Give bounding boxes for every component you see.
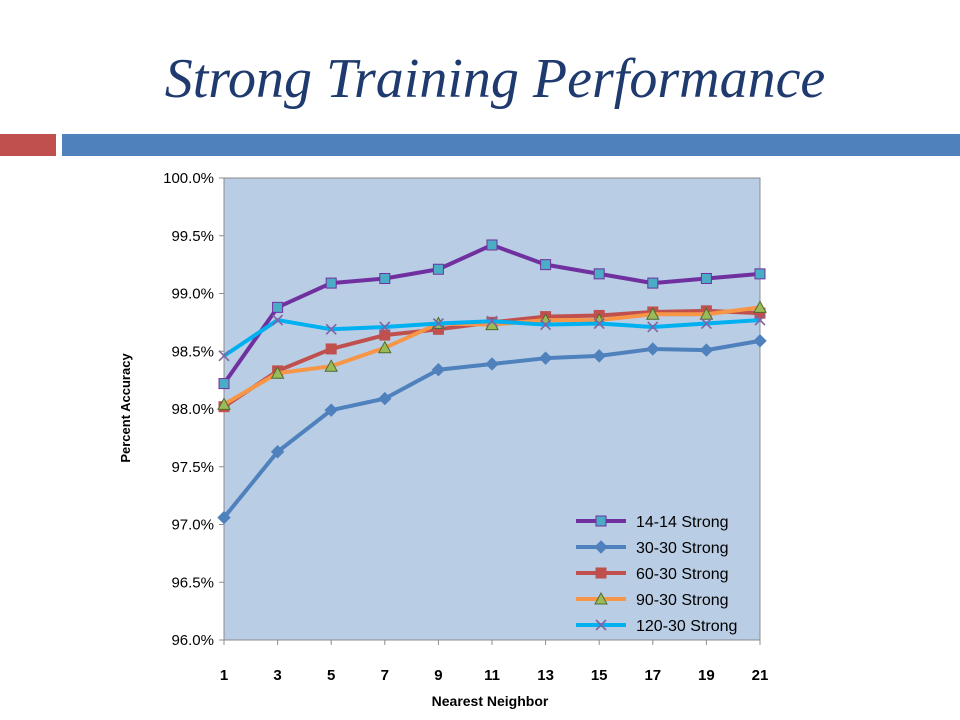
legend-label: 90-30 Strong: [636, 592, 729, 609]
y-tick-label: 100.0%: [163, 170, 214, 187]
x-tick-label: 17: [644, 667, 661, 684]
x-tick-label: 13: [537, 667, 554, 684]
data-point: [217, 510, 231, 525]
title-accent-bar-red: [0, 134, 56, 156]
data-point: [217, 397, 231, 410]
y-tick-label: 98.0%: [171, 401, 214, 418]
data-point: [646, 342, 660, 356]
y-tick-label: 96.5%: [171, 574, 214, 591]
x-tick-label: 3: [273, 667, 281, 684]
data-point: [270, 366, 285, 379]
data-point: [324, 359, 339, 372]
x-tick-label: 7: [381, 667, 389, 684]
x-tick-label: 19: [698, 667, 715, 684]
data-point: [431, 363, 446, 377]
x-tick-label: 9: [434, 667, 442, 684]
data-point: [272, 301, 284, 313]
data-point: [647, 321, 659, 333]
x-tick-label: 5: [327, 667, 335, 684]
data-point: [325, 277, 337, 289]
data-point: [754, 268, 766, 280]
data-point: [754, 314, 766, 326]
data-point: [325, 323, 337, 335]
x-tick-label: 21: [752, 667, 769, 684]
data-point: [270, 445, 285, 459]
legend-label: 120-30 Strong: [636, 618, 737, 635]
data-point: [379, 329, 391, 341]
x-tick-label: 11: [484, 667, 500, 684]
y-tick-label: 97.5%: [171, 459, 214, 476]
data-point: [272, 314, 284, 326]
legend-label: 14-14 Strong: [636, 514, 729, 531]
data-point: [432, 263, 444, 275]
data-point: [486, 239, 498, 251]
plot-area: [223, 177, 761, 641]
data-point: [325, 343, 337, 355]
x-tick-label: 15: [591, 667, 608, 684]
data-point: [593, 268, 605, 280]
x-tick-label: 1: [220, 667, 228, 684]
data-point: [379, 272, 391, 284]
data-point: [486, 315, 498, 327]
data-point: [218, 350, 230, 362]
y-tick-label: 97.0%: [171, 517, 214, 534]
x-axis-label: Nearest Neighbor: [432, 693, 549, 709]
y-axis-label: Percent Accuracy: [118, 353, 133, 463]
legend-label: 30-30 Strong: [636, 540, 729, 557]
data-point: [592, 349, 606, 363]
data-point: [324, 403, 338, 417]
legend-marker: [595, 619, 607, 631]
data-point: [753, 334, 767, 348]
data-point: [645, 307, 660, 320]
legend-label: 60-30 Strong: [636, 566, 729, 583]
legend-marker: [595, 515, 607, 527]
data-point: [700, 272, 712, 284]
data-point: [377, 340, 392, 354]
data-point: [647, 277, 659, 289]
data-point: [699, 343, 714, 357]
data-point: [378, 391, 392, 406]
data-point: [540, 319, 552, 331]
y-tick-label: 98.5%: [171, 343, 214, 360]
y-tick-label: 99.0%: [171, 286, 214, 303]
data-point: [699, 307, 714, 320]
title-accent-bar-blue: [62, 134, 960, 156]
data-point: [540, 259, 552, 271]
legend-marker: [595, 567, 607, 579]
data-point: [538, 351, 553, 365]
legend-marker: [594, 540, 608, 554]
data-point: [379, 321, 391, 333]
data-point: [593, 317, 605, 330]
y-tick-label: 96.0%: [171, 632, 214, 649]
data-point: [485, 357, 499, 371]
data-point: [218, 378, 230, 390]
slide-title: Strong Training Performance: [164, 48, 826, 110]
y-tick-label: 99.5%: [171, 228, 214, 245]
data-point: [700, 317, 712, 330]
legend-marker: [594, 591, 608, 605]
data-point: [432, 317, 444, 330]
data-point: [753, 300, 767, 313]
